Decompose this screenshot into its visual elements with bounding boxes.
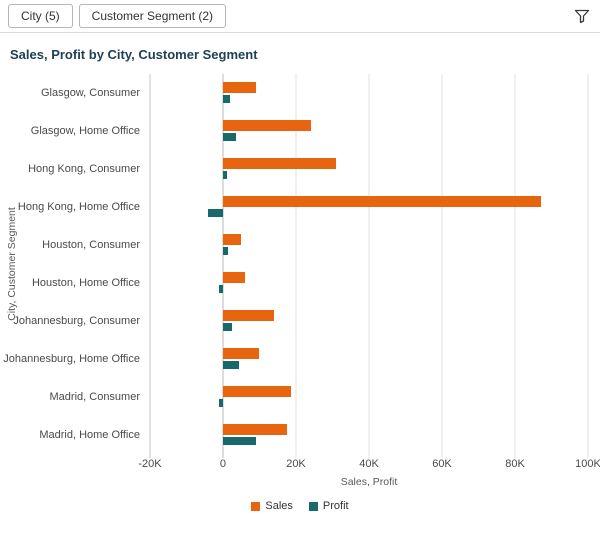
- plot-area: City, Customer Segment Glasgow, Consumer…: [0, 74, 600, 458]
- bar-row: Glasgow, Home Office: [0, 112, 600, 150]
- x-tick-label: 0: [219, 458, 227, 470]
- category-label: Madrid, Home Office: [39, 429, 140, 441]
- x-tick-label: 80K: [505, 458, 525, 470]
- x-tick-label: 100K: [575, 458, 600, 470]
- sales-bar[interactable]: [222, 310, 275, 321]
- filter-pill-customer-segment[interactable]: Customer Segment (2): [78, 4, 227, 28]
- x-axis-title: Sales, Profit: [340, 476, 398, 488]
- category-label: Madrid, Consumer: [49, 391, 140, 403]
- profit-bar[interactable]: [222, 361, 240, 369]
- category-label: Hong Kong, Consumer: [28, 163, 140, 175]
- filter-funnel-icon[interactable]: [572, 6, 592, 26]
- legend-item-profit[interactable]: Profit: [308, 500, 349, 512]
- sales-bar[interactable]: [222, 120, 311, 131]
- chart-title: Sales, Profit by City, Customer Segment: [10, 47, 258, 62]
- bar-rows: Glasgow, Consumer Glasgow, Home Office Hon…: [0, 74, 600, 454]
- profit-bar[interactable]: [222, 133, 236, 141]
- legend-label: Profit: [322, 500, 349, 512]
- bar-row: Hong Kong, Consumer: [0, 150, 600, 188]
- sales-bar[interactable]: [222, 196, 541, 207]
- bar-track: [150, 74, 588, 112]
- bar-row: Madrid, Home Office: [0, 416, 600, 454]
- bar-track: [150, 340, 588, 378]
- bar-track: [150, 378, 588, 416]
- profit-bar[interactable]: [222, 95, 231, 103]
- category-label: Johannesburg, Home Office: [3, 353, 140, 365]
- sales-bar[interactable]: [222, 272, 245, 283]
- category-label: Houston, Home Office: [31, 277, 140, 289]
- x-tick-label: 40K: [359, 458, 379, 470]
- bar-track: [150, 112, 588, 150]
- bar-row: Houston, Home Office: [0, 264, 600, 302]
- bar-row: Johannesburg, Consumer: [0, 302, 600, 340]
- profit-bar[interactable]: [222, 323, 233, 331]
- bar-track: [150, 264, 588, 302]
- legend: Sales Profit: [0, 500, 600, 512]
- bar-row: Glasgow, Consumer: [0, 74, 600, 112]
- bar-track: [150, 150, 588, 188]
- legend-item-sales[interactable]: Sales: [251, 500, 293, 512]
- bar-track: [150, 226, 588, 264]
- sales-bar[interactable]: [222, 348, 260, 359]
- profit-bar[interactable]: [222, 437, 256, 445]
- profit-bar[interactable]: [208, 209, 223, 217]
- x-axis: -20K 0 20K 40K 60K 80K 100K: [138, 458, 600, 473]
- profit-bar[interactable]: [222, 247, 229, 255]
- category-label: Hong Kong, Home Office: [17, 201, 140, 213]
- x-tick-label: 20K: [286, 458, 306, 470]
- profit-bar[interactable]: [222, 171, 227, 179]
- bar-track: [150, 302, 588, 340]
- bar-row: Houston, Consumer: [0, 226, 600, 264]
- sales-bar[interactable]: [222, 82, 256, 93]
- sales-bar[interactable]: [222, 234, 242, 245]
- profit-bar[interactable]: [219, 399, 223, 407]
- sales-bar[interactable]: [222, 386, 291, 397]
- bar-row: Hong Kong, Home Office: [0, 188, 600, 226]
- sales-bar[interactable]: [222, 424, 287, 435]
- sales-bar[interactable]: [222, 158, 337, 169]
- bar-chart: City, Customer Segment Glasgow, Consumer…: [0, 74, 600, 512]
- category-label: Johannesburg, Consumer: [13, 315, 140, 327]
- bar-track: [150, 188, 588, 226]
- filter-pill-city[interactable]: City (5): [8, 4, 73, 28]
- filter-bar: City (5) Customer Segment (2): [0, 0, 600, 33]
- legend-swatch: [251, 501, 261, 511]
- category-label: Houston, Consumer: [42, 239, 140, 251]
- bar-row: Madrid, Consumer: [0, 378, 600, 416]
- bar-row: Johannesburg, Home Office: [0, 340, 600, 378]
- x-tick-label: 60K: [432, 458, 452, 470]
- x-tick-label: -20K: [138, 458, 162, 470]
- legend-swatch: [308, 501, 318, 511]
- bar-track: [150, 416, 588, 454]
- category-label: Glasgow, Consumer: [40, 87, 140, 99]
- profit-bar[interactable]: [219, 285, 223, 293]
- category-label: Glasgow, Home Office: [30, 125, 140, 137]
- legend-label: Sales: [265, 500, 293, 512]
